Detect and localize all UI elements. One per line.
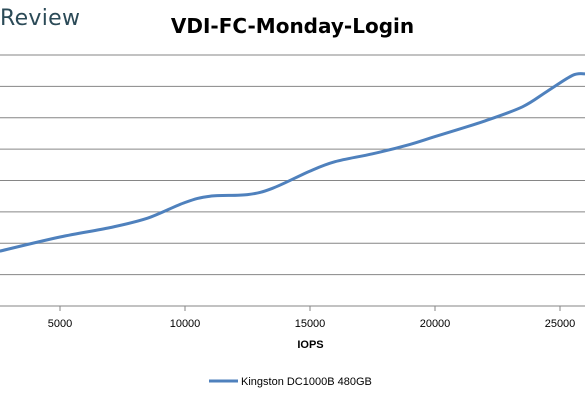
x-tick-label: 25000 (545, 318, 576, 330)
x-tick-label: 15000 (295, 318, 326, 330)
legend: Kingston DC1000B 480GB (209, 376, 372, 388)
chart-title: VDI-FC-Monday-Login (170, 14, 415, 38)
series-line (0, 72, 585, 253)
legend-label: Kingston DC1000B 480GB (241, 376, 372, 388)
x-tick-label: 20000 (420, 318, 451, 330)
x-tick-label: 5000 (48, 318, 72, 330)
x-tick-labels: 5000 10000 15000 20000 25000 (48, 306, 576, 330)
x-tick-label: 10000 (170, 318, 201, 330)
brand-logo-text: Review (0, 6, 81, 31)
series-lines (0, 72, 585, 253)
gridlines (0, 54, 585, 307)
x-axis-title: IOPS (297, 339, 323, 351)
